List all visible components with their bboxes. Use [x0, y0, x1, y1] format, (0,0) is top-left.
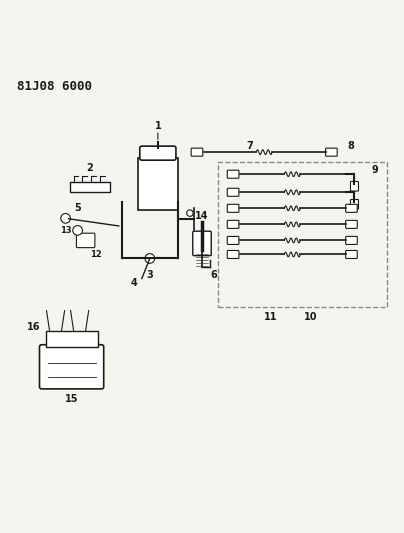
Circle shape: [61, 214, 70, 223]
Text: 9: 9: [371, 165, 378, 175]
FancyBboxPatch shape: [191, 148, 203, 156]
FancyBboxPatch shape: [326, 148, 337, 156]
Text: 14: 14: [195, 212, 209, 221]
Polygon shape: [69, 182, 110, 192]
Bar: [46, 330, 98, 347]
FancyBboxPatch shape: [76, 233, 95, 248]
FancyBboxPatch shape: [350, 199, 358, 209]
FancyBboxPatch shape: [346, 237, 357, 245]
FancyBboxPatch shape: [140, 146, 176, 160]
FancyBboxPatch shape: [227, 220, 239, 228]
Text: 12: 12: [90, 250, 101, 259]
Text: 8: 8: [347, 141, 354, 151]
Text: 3: 3: [147, 270, 153, 279]
FancyBboxPatch shape: [193, 231, 211, 256]
FancyBboxPatch shape: [350, 181, 358, 191]
Text: 4: 4: [130, 278, 137, 287]
FancyBboxPatch shape: [346, 251, 357, 259]
Bar: [218, 162, 387, 306]
FancyBboxPatch shape: [227, 251, 239, 259]
FancyBboxPatch shape: [346, 220, 357, 228]
Circle shape: [187, 210, 193, 216]
Text: 6: 6: [210, 270, 217, 279]
FancyBboxPatch shape: [40, 345, 104, 389]
Text: 1: 1: [154, 121, 161, 131]
Text: 15: 15: [65, 394, 78, 404]
FancyBboxPatch shape: [227, 188, 239, 196]
Circle shape: [73, 225, 82, 235]
Text: 5: 5: [74, 203, 81, 213]
Text: 10: 10: [303, 312, 317, 321]
Bar: [138, 158, 178, 211]
FancyBboxPatch shape: [346, 204, 357, 212]
FancyBboxPatch shape: [227, 170, 239, 178]
Circle shape: [145, 254, 155, 263]
Text: 7: 7: [247, 141, 254, 151]
Text: 16: 16: [27, 322, 40, 332]
Text: 81J08 6000: 81J08 6000: [17, 80, 93, 93]
FancyBboxPatch shape: [227, 237, 239, 245]
Text: 11: 11: [263, 312, 277, 321]
FancyBboxPatch shape: [227, 204, 239, 212]
Text: 2: 2: [86, 163, 93, 173]
Text: 13: 13: [60, 226, 72, 235]
